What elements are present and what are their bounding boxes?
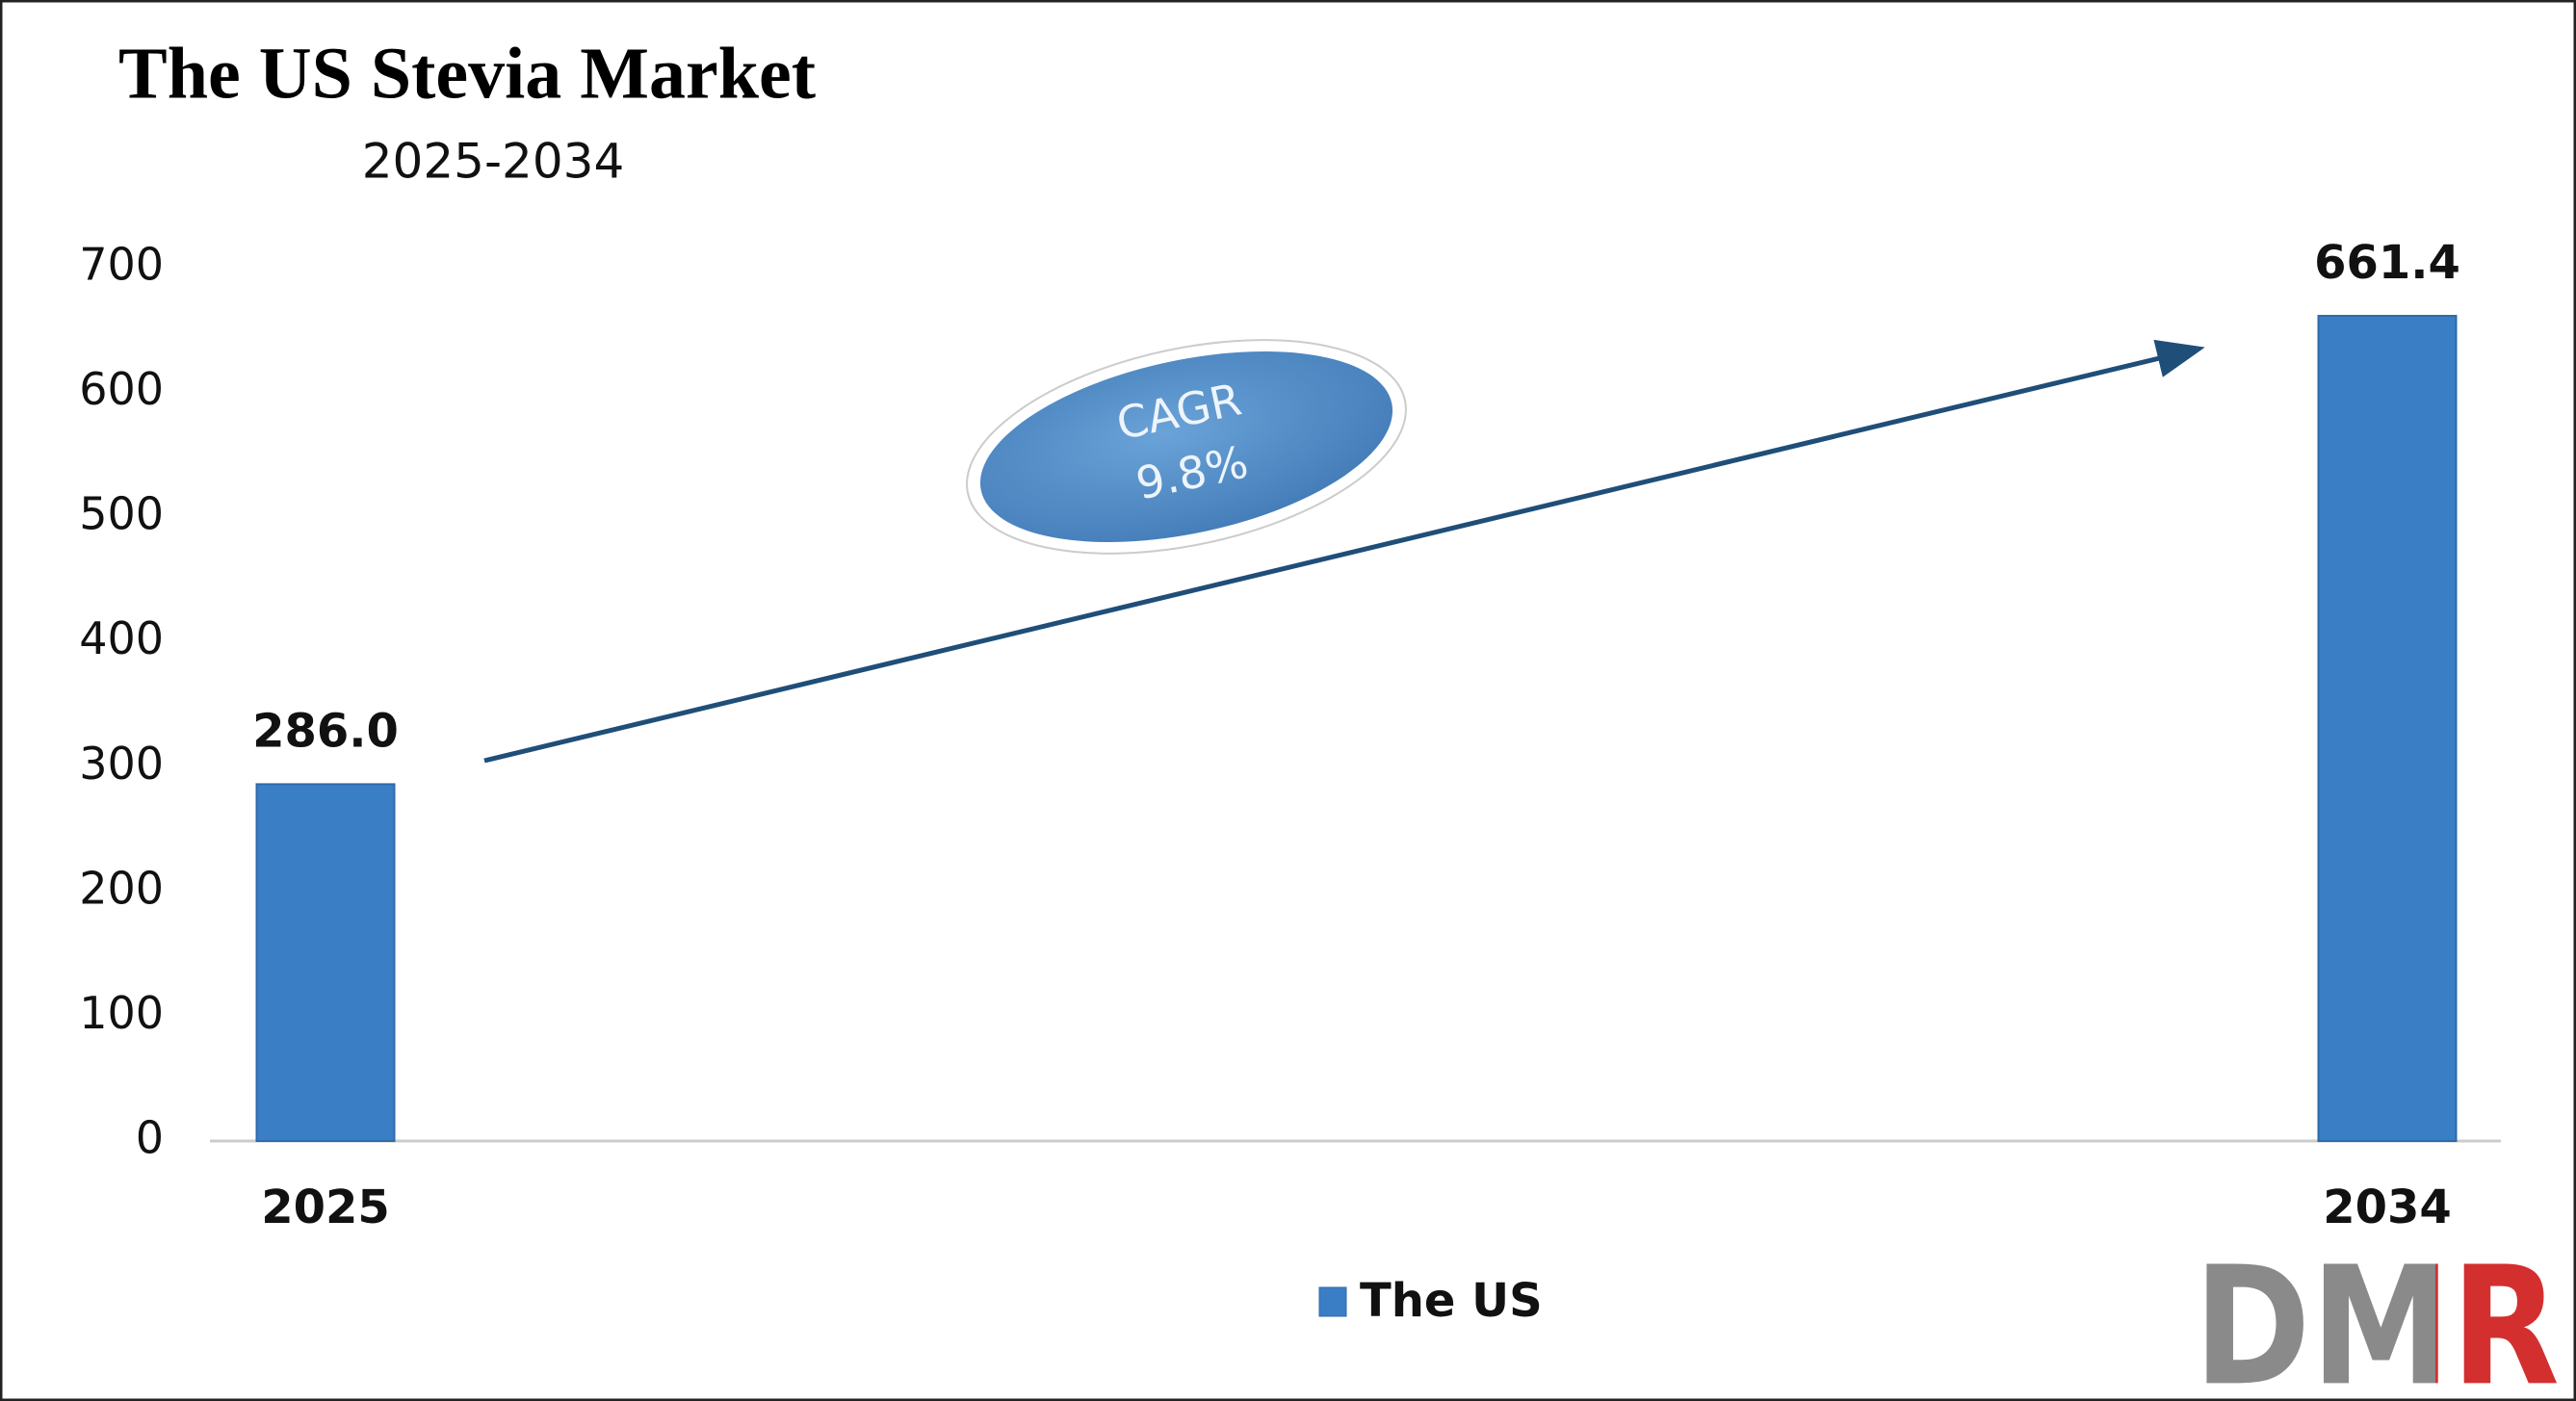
legend-label: The US — [1360, 1274, 1543, 1328]
value-label: 661.4 — [2314, 236, 2460, 290]
x-tick-label: 2025 — [261, 1180, 390, 1234]
y-tick-label: 600 — [79, 363, 164, 415]
y-tick-label: 500 — [79, 488, 164, 540]
x-tick-label: 2034 — [2323, 1180, 2452, 1234]
y-tick-label: 0 — [136, 1112, 164, 1164]
bar — [255, 783, 396, 1142]
chart-subtitle: 2025-2034 — [362, 134, 625, 190]
y-tick-label: 400 — [79, 612, 164, 664]
y-tick-label: 200 — [79, 862, 164, 914]
badge-fill — [979, 350, 1393, 543]
y-tick-label: 300 — [79, 738, 164, 790]
legend-swatch — [1318, 1286, 1347, 1317]
y-tick-label: 100 — [79, 987, 164, 1039]
logo: DMR — [2194, 1232, 2560, 1401]
value-label: 286.0 — [252, 704, 399, 758]
bar — [2317, 315, 2458, 1142]
trend-arrow — [483, 339, 2205, 764]
chart-title: The US Stevia Market — [118, 33, 816, 114]
cagr-badge: CAGR 9.8% — [966, 339, 1407, 555]
y-tick-label: 700 — [79, 239, 164, 291]
